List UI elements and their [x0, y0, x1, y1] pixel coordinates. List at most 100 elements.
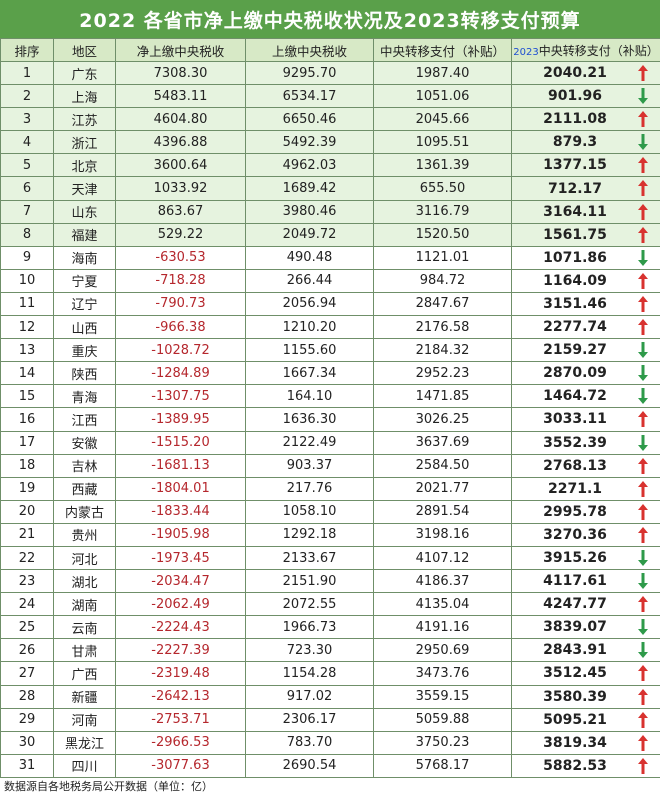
arrow-up-icon: [638, 65, 648, 81]
region-cell: 河南: [53, 707, 116, 732]
header-budget-year: 2023: [513, 46, 539, 58]
paid-cell: 5492.39: [245, 130, 374, 155]
budget-cell: 3151.46: [511, 291, 660, 317]
header-budget: 2023中央转移支付（补贴）: [511, 38, 660, 62]
paid-cell-value: 783.70: [286, 735, 333, 751]
paid-cell: 903.37: [245, 453, 374, 478]
transfer-cell-value: 984.72: [419, 273, 466, 289]
net-cell: 5483.11: [115, 84, 246, 109]
paid-cell: 1155.60: [245, 338, 374, 363]
budget-cell-value: 901.96: [547, 88, 603, 105]
transfer-cell: 3559.15: [373, 684, 512, 709]
region-cell-value: 上海: [71, 90, 98, 106]
region-cell: 新疆: [53, 684, 116, 709]
budget-cell-value: 4247.77: [543, 596, 607, 613]
rank-cell-value: 23: [18, 573, 36, 589]
region-cell-value: 海南: [71, 252, 98, 268]
table-row: 31 四川 -3077.63 2690.54 5768.17 5882.53: [0, 753, 660, 778]
net-cell-value: -1804.01: [151, 481, 210, 497]
paid-cell: 2049.72: [245, 222, 374, 247]
paid-cell: 266.44: [245, 268, 374, 293]
budget-cell: 3915.26: [511, 545, 660, 571]
region-cell: 江苏: [53, 107, 116, 132]
net-cell: -1973.45: [115, 545, 246, 571]
rank-cell-value: 2: [22, 88, 32, 104]
net-cell: -1905.98: [115, 522, 246, 547]
rank-cell-value: 11: [18, 296, 36, 312]
table-row: 16 江西 -1389.95 1636.30 3026.25 3033.11: [0, 407, 660, 432]
arrow-up-icon: [638, 226, 648, 243]
rank-cell: 8: [0, 222, 54, 247]
region-cell-value: 宁夏: [71, 275, 98, 291]
transfer-cell-value: 2952.23: [415, 365, 470, 381]
region-cell: 陕西: [53, 361, 116, 386]
rank-cell-value: 18: [18, 458, 36, 474]
rank-cell: 12: [0, 315, 54, 340]
rank-cell: 30: [0, 730, 54, 755]
paid-cell: 1636.30: [245, 407, 374, 432]
net-cell-value: -1905.98: [151, 527, 210, 543]
table-row: 23 湖北 -2034.47 2151.90 4186.37 4117.61: [0, 569, 660, 594]
transfer-cell: 5768.17: [373, 753, 512, 778]
rank-cell: 10: [0, 268, 54, 293]
budget-cell-value: 3819.34: [543, 734, 607, 751]
paid-cell-value: 490.48: [286, 250, 333, 266]
transfer-cell: 1095.51: [373, 130, 512, 155]
budget-cell: 712.17: [511, 176, 660, 201]
net-cell: -1307.75: [115, 384, 246, 409]
net-cell: -2224.43: [115, 615, 246, 640]
transfer-cell-value: 1987.40: [415, 65, 470, 81]
rank-cell: 17: [0, 430, 54, 455]
budget-cell-value: 879.3: [552, 134, 598, 151]
budget-cell-value: 3915.26: [543, 550, 607, 567]
transfer-cell: 3198.16: [373, 522, 512, 547]
region-cell: 辽宁: [53, 291, 116, 317]
budget-cell: 1071.86: [511, 245, 660, 270]
net-cell-value: 3600.64: [153, 157, 208, 173]
transfer-cell: 2021.77: [373, 476, 512, 501]
region-cell-value: 浙江: [71, 136, 98, 152]
budget-cell-value: 3512.45: [543, 665, 607, 682]
paid-cell-value: 2306.17: [282, 712, 337, 728]
rank-cell-value: 4: [22, 134, 32, 150]
table-row: 21 贵州 -1905.98 1292.18 3198.16 3270.36: [0, 522, 660, 547]
region-cell: 广西: [53, 661, 116, 686]
arrow-down-icon: [638, 88, 648, 105]
rank-cell: 28: [0, 684, 54, 709]
net-cell-value: -3077.63: [151, 758, 210, 774]
net-cell-value: -790.73: [155, 296, 206, 312]
paid-cell-value: 4962.03: [282, 157, 337, 173]
transfer-cell-value: 5059.88: [415, 712, 470, 728]
rank-cell: 23: [0, 569, 54, 594]
net-cell: -718.28: [115, 268, 246, 293]
rank-cell: 6: [0, 176, 54, 201]
budget-cell: 3033.11: [511, 407, 660, 432]
paid-cell-value: 266.44: [286, 273, 333, 289]
budget-cell: 901.96: [511, 84, 660, 109]
table-row: 26 甘肃 -2227.39 723.30 2950.69 2843.91: [0, 638, 660, 663]
rank-cell: 15: [0, 384, 54, 409]
paid-cell: 2151.90: [245, 569, 374, 594]
region-cell-value: 陕西: [71, 367, 98, 383]
arrow-up-icon: [638, 526, 648, 543]
paid-cell-value: 2072.55: [282, 596, 337, 612]
net-cell: -1028.72: [115, 338, 246, 363]
paid-cell-value: 2133.67: [282, 550, 337, 566]
arrow-up-icon: [638, 503, 648, 520]
paid-cell-value: 6534.17: [282, 88, 337, 104]
region-cell: 宁夏: [53, 268, 116, 293]
rank-cell: 16: [0, 407, 54, 432]
arrow-up-icon: [638, 665, 648, 682]
rank-cell-value: 27: [18, 665, 36, 681]
table-row: 3 江苏 4604.80 6650.46 2045.66 2111.08: [0, 107, 660, 132]
arrow-up-icon: [638, 711, 648, 728]
rank-cell: 14: [0, 361, 54, 386]
budget-cell-value: 3270.36: [543, 526, 607, 543]
rank-cell-value: 28: [18, 689, 36, 705]
region-cell-value: 山东: [71, 206, 98, 222]
transfer-cell: 4186.37: [373, 569, 512, 594]
region-cell: 福建: [53, 222, 116, 247]
net-cell: 4396.88: [115, 130, 246, 155]
transfer-cell-value: 1051.06: [415, 88, 470, 104]
transfer-cell-value: 3473.76: [415, 665, 470, 681]
